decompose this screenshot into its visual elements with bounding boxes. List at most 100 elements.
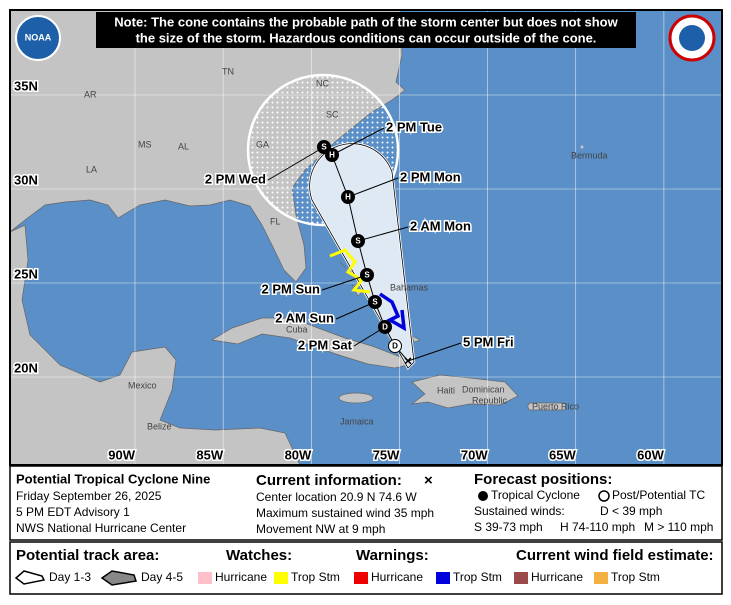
- info-advisory: 5 PM EDT Advisory 1: [16, 505, 130, 519]
- info-wind: Maximum sustained wind 35 mph: [256, 506, 434, 520]
- swatch: [354, 572, 368, 584]
- forecast-marker: S: [372, 298, 378, 307]
- latitude-label: 35N: [14, 78, 38, 93]
- map-border: [9, 9, 723, 466]
- forecast-marker: D: [392, 342, 398, 351]
- forecast-point: [351, 234, 365, 248]
- forecast-marker: H: [329, 151, 335, 160]
- places: TN NC AR SC MS AL GA LA FL Bermuda Baham…: [84, 66, 608, 431]
- legend-label: Trop Stm: [611, 570, 660, 584]
- day13-icon: [14, 570, 46, 585]
- legend-heading: Current wind field estimate:: [516, 547, 714, 564]
- leader-line: [357, 226, 409, 242]
- day45-icon: [100, 570, 137, 586]
- place-label: Belize: [147, 421, 172, 431]
- leader-line: [335, 301, 376, 320]
- place-label: Cuba: [286, 324, 308, 334]
- track-label: 2 AM Sun: [275, 310, 334, 325]
- place-label: AR: [84, 89, 97, 99]
- forecast-point: [317, 140, 331, 154]
- current-symbol: ×: [424, 472, 433, 489]
- nws-logo-inner: [679, 25, 705, 51]
- info-date: Friday September 26, 2025: [16, 489, 162, 503]
- place-label: Dominican: [462, 384, 505, 394]
- longitude-label: 60W: [637, 447, 664, 462]
- legend-label: Trop Stm: [453, 570, 502, 584]
- latitude-label: 25N: [14, 266, 38, 281]
- legend-post: Post/Potential TC: [612, 488, 705, 502]
- legend-label: Trop Stm: [291, 570, 340, 584]
- legend-panel: [9, 541, 723, 595]
- forecast-marker: H: [345, 193, 351, 202]
- jamaica: [338, 392, 374, 404]
- noaa-text: NOAA: [25, 32, 52, 42]
- longitude-label: 70W: [461, 447, 488, 462]
- forecast-point: [368, 295, 382, 309]
- sustained-label: Sustained winds:: [474, 504, 565, 518]
- swatch: [198, 572, 212, 584]
- trop-storm-watch: [329, 248, 371, 294]
- leader-line: [267, 146, 325, 181]
- track-label: 2 PM Sun: [261, 281, 320, 296]
- note-line: Note: The cone contains the probable pat…: [114, 14, 618, 29]
- swatch: [514, 572, 528, 584]
- tc-symbol: [478, 491, 488, 501]
- place-label: GA: [256, 139, 269, 149]
- legend-heading: Potential track area:: [16, 547, 159, 564]
- place-label: TN: [222, 66, 234, 76]
- place-label: Republic: [472, 395, 508, 405]
- forecast-marker: S: [321, 143, 327, 152]
- info-panel: [9, 465, 723, 541]
- storm-title: Potential Tropical Cyclone Nine: [16, 471, 210, 486]
- cone-outline: [309, 143, 415, 369]
- latitude-label: 20N: [14, 360, 38, 375]
- track-label: 2 PM Sat: [298, 337, 353, 352]
- forecast-point: [378, 320, 392, 334]
- legend-heading: Warnings:: [356, 547, 429, 564]
- place-label: Jamaica: [340, 416, 374, 426]
- track-label: 2 PM Wed: [205, 171, 266, 186]
- longitude-label: 85W: [196, 447, 223, 462]
- wind-class: H 74-110 mph: [560, 520, 635, 534]
- longitude-label: 80W: [285, 447, 312, 462]
- wind-class: D < 39 mph: [600, 504, 662, 518]
- legend-tropical: Tropical Cyclone: [491, 488, 580, 502]
- info-movement: Movement NW at 9 mph: [256, 522, 385, 536]
- map-area: 5 PM Fri 2 PM Sat 2 AM Sun 2 PM Sun 2 AM Mon…: [10, 10, 722, 465]
- legend-label: Day 1-3: [49, 570, 91, 584]
- wind-class: M > 110 mph: [644, 520, 713, 534]
- place-label: NC: [316, 78, 329, 88]
- forecast-heading: Forecast positions:: [474, 471, 612, 488]
- latitude-label: 30N: [14, 172, 38, 187]
- place-label: LA: [86, 164, 97, 174]
- place-label: Bahamas: [390, 282, 429, 292]
- place-label: Puerto Rico: [532, 401, 579, 411]
- place-label: SC: [326, 109, 339, 119]
- track-label: 2 PM Tue: [386, 119, 442, 134]
- place-label: AL: [178, 141, 189, 151]
- forecast-marker: S: [355, 237, 361, 246]
- note-line: the size of the storm. Hazardous conditi…: [136, 30, 597, 45]
- forecast-point: [360, 268, 374, 282]
- hispaniola: [410, 374, 519, 409]
- leader-line: [347, 177, 399, 198]
- leader-line: [407, 342, 462, 362]
- trop-storm-warning: [379, 292, 407, 332]
- swatch: [436, 572, 450, 584]
- place-label: FL: [270, 216, 281, 226]
- leader-line: [321, 274, 368, 291]
- longitude-label: 90W: [108, 447, 135, 462]
- forecast-point: [341, 190, 355, 204]
- track-label: 2 AM Mon: [410, 218, 471, 233]
- wind-class: S 39-73 mph: [474, 520, 543, 534]
- place-label: Mexico: [128, 380, 157, 390]
- mexico-land: [10, 224, 301, 465]
- track-label: 2 PM Mon: [400, 169, 461, 184]
- legend-label: Hurricane: [531, 570, 583, 584]
- legend-label: Day 4-5: [141, 570, 183, 584]
- legend-label: Hurricane: [215, 570, 267, 584]
- swatch: [274, 572, 288, 584]
- info-center: NWS National Hurricane Center: [16, 521, 186, 535]
- forecast-point: [388, 339, 402, 353]
